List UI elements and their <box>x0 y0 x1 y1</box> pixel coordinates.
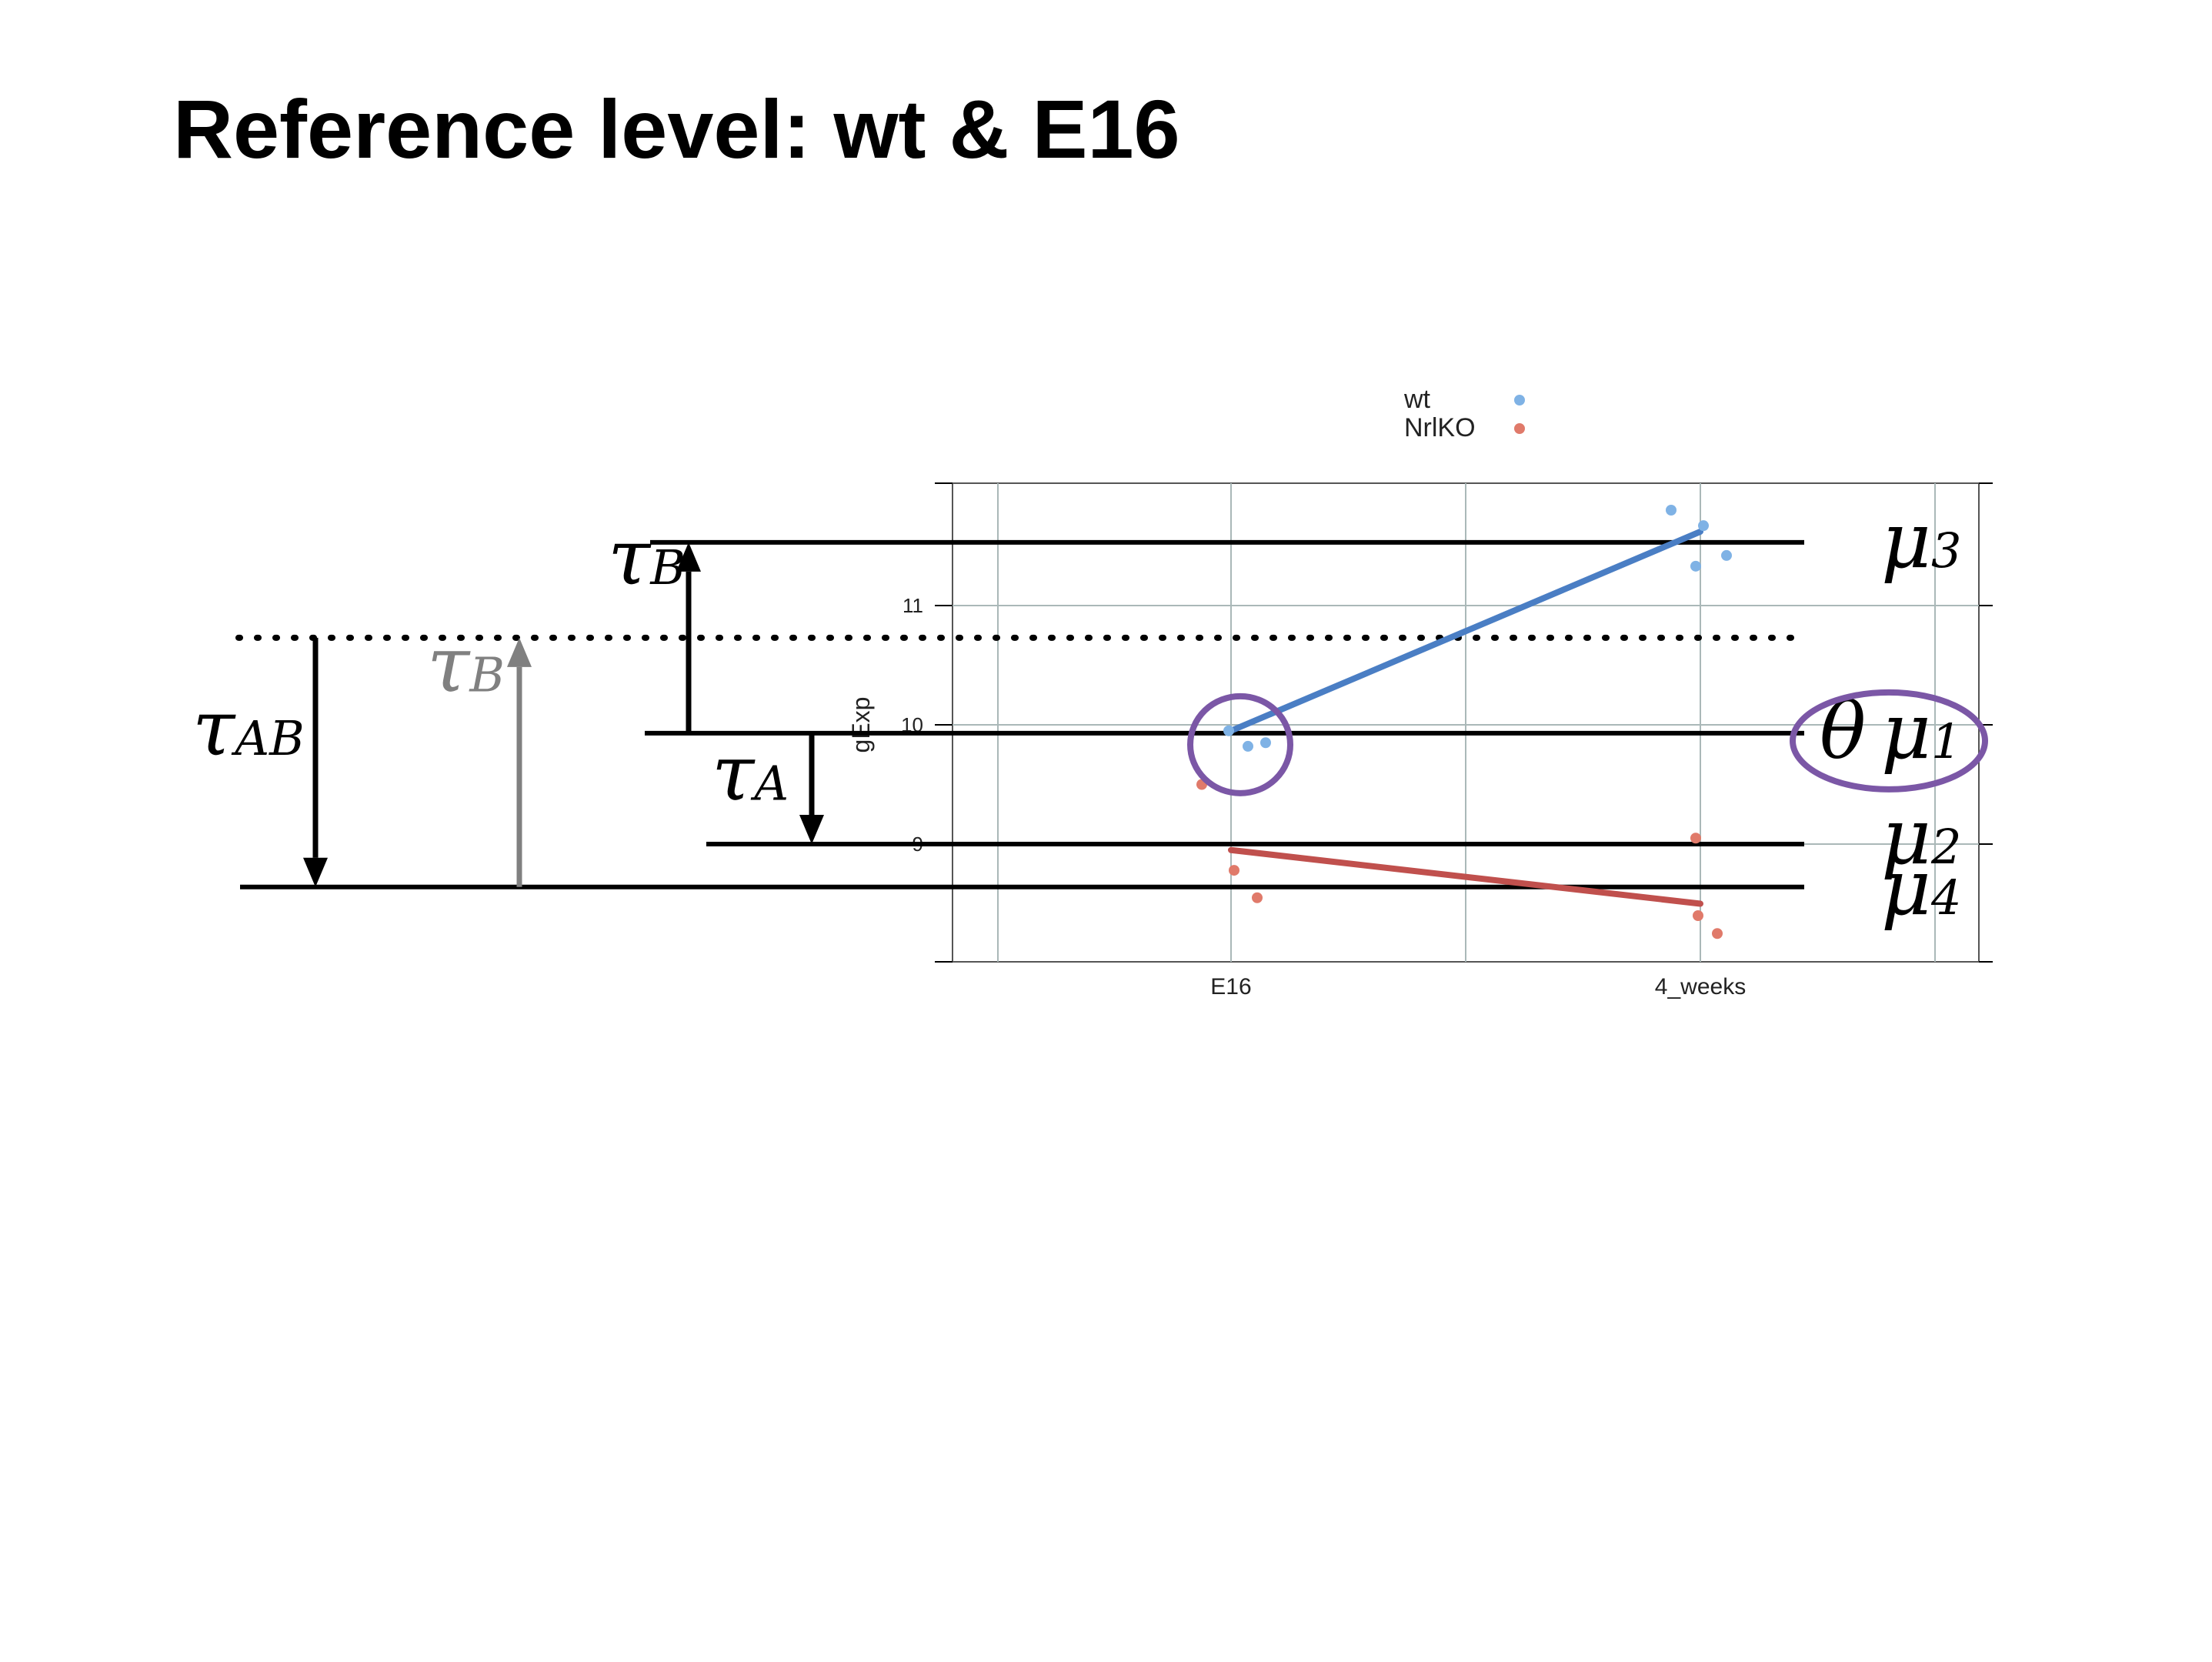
level-label-mu1-subscript: 1 <box>1931 713 1961 769</box>
level-label-mu2-symbol: μ <box>1881 792 1931 882</box>
effect-arrow-head-1 <box>507 637 532 667</box>
level-label-mu1: μ1 <box>1881 686 1961 776</box>
effect-label-0: τB <box>608 512 686 602</box>
effect-arrow-head-0 <box>676 542 701 572</box>
point-wt-2 <box>1260 737 1271 749</box>
effect-label-3: τA <box>712 729 789 819</box>
series-lines <box>1228 528 1703 907</box>
level-label-mu2-subscript: 2 <box>1930 819 1961 875</box>
level-label-mu1-symbol: μ <box>1881 686 1931 776</box>
y-axis-label: gExp <box>847 697 875 753</box>
series-line-wt <box>1228 528 1703 734</box>
level-label-mu4: μ4 <box>1881 843 1961 933</box>
level-label-mu4-symbol: μ <box>1881 843 1931 933</box>
highlights <box>1187 689 1988 796</box>
point-wt-4 <box>1698 520 1709 532</box>
point-NrlKO-2 <box>1252 892 1263 903</box>
x-tick-label-1: 4_weeks <box>1655 974 1746 1000</box>
point-NrlKO-5 <box>1712 928 1723 939</box>
point-NrlKO-3 <box>1690 833 1701 844</box>
y-tick-label-2: 11 <box>902 594 923 617</box>
effect-label-2-subscript: AB <box>231 710 304 766</box>
point-wt-6 <box>1690 560 1701 572</box>
effect-label-1: τB <box>427 620 505 710</box>
x-tick-label-0: E16 <box>1210 974 1251 1000</box>
level-label-mu2: μ2 <box>1881 792 1961 882</box>
point-wt-1 <box>1243 740 1253 752</box>
effect-label-2: τAB <box>192 683 305 773</box>
legend-label-wt: wt <box>1403 385 1431 414</box>
effect-label-1-subscript: B <box>469 647 505 703</box>
legend-swatch-NrlKO <box>1514 423 1525 434</box>
level-label-mu4-subscript: 4 <box>1930 869 1961 926</box>
effect-label-1-symbol: τ <box>427 620 471 710</box>
effect-arrow-head-2 <box>303 857 328 887</box>
data-points <box>1196 505 1732 939</box>
legend-label-NrlKO: NrlKO <box>1404 413 1476 442</box>
effect-arrow-head-3 <box>799 815 824 844</box>
level-label-mu3: μ3 <box>1881 496 1961 586</box>
effect-label-2-symbol: τ <box>192 683 236 773</box>
point-NrlKO-1 <box>1229 865 1239 876</box>
effect-label-0-symbol: τ <box>608 512 652 602</box>
highlight-circle-reference-point <box>1187 692 1293 796</box>
level-label-mu3-symbol: μ <box>1881 496 1931 586</box>
effect-label-0-subscript: B <box>649 539 686 596</box>
series-line-NrlKO <box>1228 846 1703 907</box>
effect-label-3-subscript: A <box>750 756 789 812</box>
legend-swatch-wt <box>1514 395 1525 405</box>
point-wt-3 <box>1666 505 1677 516</box>
level-label-mu3-subscript: 3 <box>1931 522 1961 579</box>
point-wt-5 <box>1721 549 1732 561</box>
effect-label-3-symbol: τ <box>712 729 756 819</box>
point-NrlKO-4 <box>1693 910 1703 921</box>
point-wt-0 <box>1223 725 1234 736</box>
slide-title: Reference level: wt & E16 <box>173 82 1180 175</box>
highlight-circle-theta-mu1 <box>1790 689 1988 793</box>
